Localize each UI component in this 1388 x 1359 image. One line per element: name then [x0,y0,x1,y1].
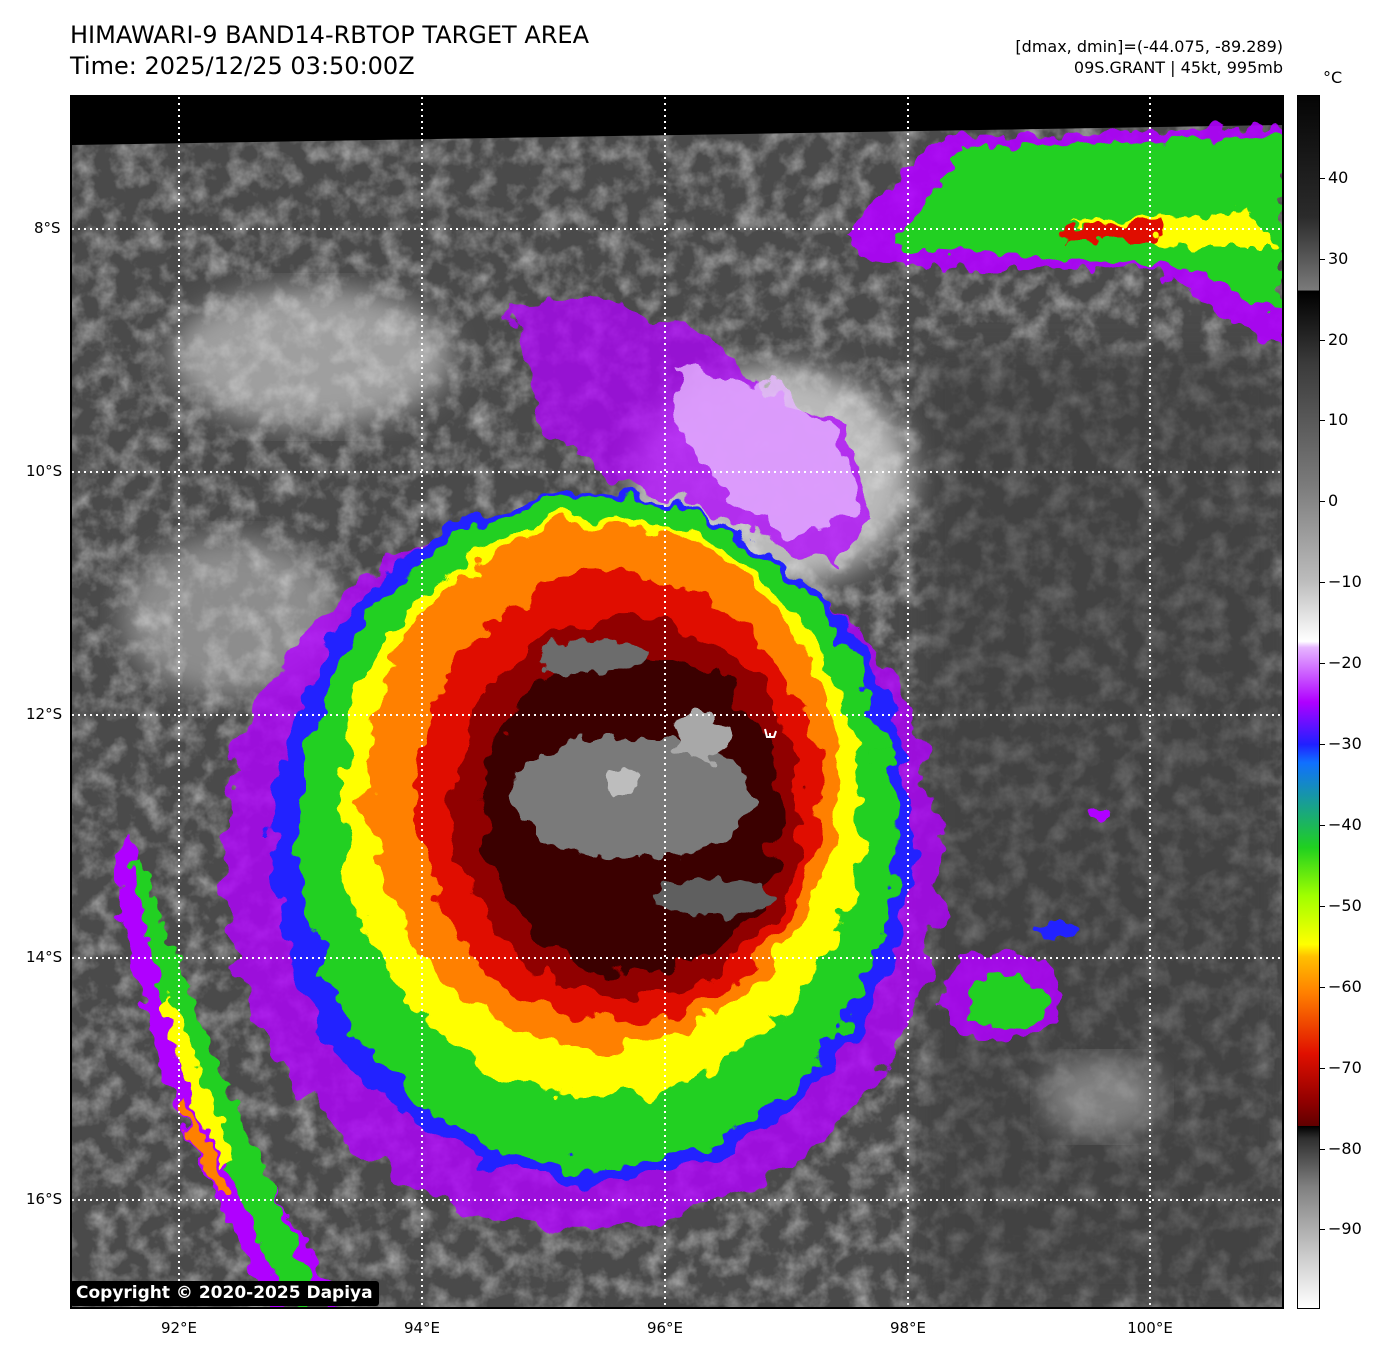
no-data-band [72,97,1282,145]
satellite-imagery-svg [72,97,1282,1307]
lon-label-96e: 96°E [646,1319,684,1337]
lat-label-14s: 14°S [26,948,63,966]
colorbar-tick-minus40: −40 [1328,815,1362,834]
colorbar-tick-minus30: −30 [1328,734,1362,753]
eastern-cells [868,747,1116,1042]
coldest-tops [512,639,772,915]
purple-cirrus [512,297,862,567]
lon-label-100e: 100°E [1127,1319,1173,1337]
map-time: Time: 2025/12/25 03:50:00Z [70,52,415,80]
copyright-badge: Copyright © 2020-2025 Dapiya [70,1281,379,1306]
colorbar-unit: °C [1323,68,1343,87]
lon-label-92e: 92°E [160,1319,198,1337]
colorbar-tick-0: 0 [1328,491,1339,510]
lon-label-98e: 98°E [889,1319,927,1337]
satellite-image [70,95,1284,1309]
northeast-convection [842,127,1282,347]
colorbar-tick-30: 30 [1328,249,1349,268]
colorbar-tick-minus50: −50 [1328,896,1362,915]
colorbar-tick-10: 10 [1328,410,1349,429]
gridlines [72,97,1282,1307]
colorbar-tick-minus10: −10 [1328,572,1362,591]
colorbar-tick-40: 40 [1328,168,1349,187]
colorbar [1297,95,1320,1309]
storm-center-marker [764,728,777,738]
colorbar-tick-20: 20 [1328,330,1349,349]
lat-label-16s: 16°S [26,1190,63,1208]
storm-info: 09S.GRANT | 45kt, 995mb [1073,58,1283,77]
colorbar-tick-minus70: −70 [1328,1058,1362,1077]
lat-label-10s: 10°S [26,462,63,480]
southwest-band [112,837,342,1307]
dminmax-readout: [dmax, dmin]=(-44.075, -89.289) [1015,37,1283,56]
colorbar-tick-minus20: −20 [1328,653,1362,672]
colorbar-tick-minus80: −80 [1328,1139,1362,1158]
lat-label-8s: 8°S [34,219,61,237]
colorbar-tick-minus60: −60 [1328,977,1362,996]
colorbar-tick-minus90: −90 [1328,1219,1362,1238]
map-title: HIMAWARI-9 BAND14-RBTOP TARGET AREA [70,21,590,49]
lon-label-94e: 94°E [403,1319,441,1337]
lat-label-12s: 12°S [26,705,63,723]
